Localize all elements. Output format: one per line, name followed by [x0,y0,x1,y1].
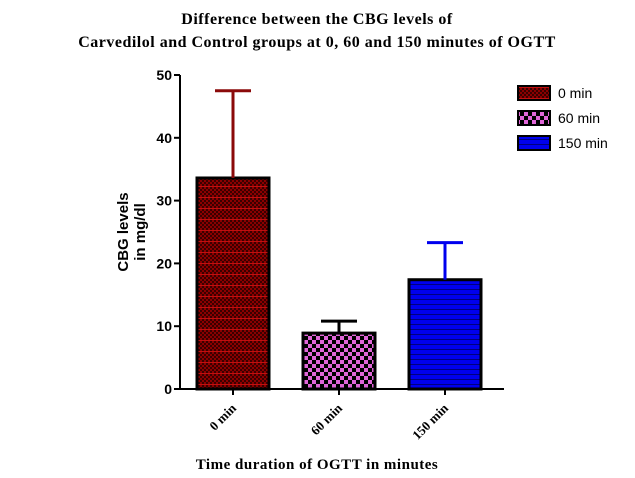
chart-title-line-2: Carvedilol and Control groups at 0, 60 a… [78,34,556,51]
legend-label: 60 min [558,110,600,126]
bar-60-min [301,331,377,391]
y-tick-label: 50 [156,67,172,83]
y-tick-label: 10 [156,318,172,334]
legend-swatch [517,135,551,151]
x-tick-label: 60 min [308,400,346,438]
y-axis: 0 10 20 30 40 50 [156,67,181,397]
y-tick-label: 0 [164,381,172,397]
bar-0-min [195,176,271,391]
y-axis-label-line-2: in mg/dl [132,203,149,261]
y-tick-label: 40 [156,130,172,146]
legend: 0 min 60 min 150 min [517,85,608,151]
chart-title-line-1: Difference between the CBG levels of [181,11,453,28]
legend-label: 150 min [558,135,608,151]
x-axis: 0 min 60 min 150 min [180,388,504,443]
y-tick-label: 30 [156,193,172,209]
bar-150-min [407,278,483,391]
x-tick-label: 150 min [409,400,452,443]
legend-swatch [517,85,551,101]
y-axis-label-line-1: CBG levels [115,192,132,271]
error-bars-group [215,89,463,334]
x-tick-label: 0 min [206,400,239,433]
bars-group [195,176,483,391]
legend-swatch [517,110,551,126]
x-axis-label: Time duration of OGTT in minutes [196,457,439,473]
y-tick-label: 20 [156,255,172,271]
y-axis-label: CBG levels in mg/dl [115,192,149,271]
legend-label: 0 min [558,85,592,101]
